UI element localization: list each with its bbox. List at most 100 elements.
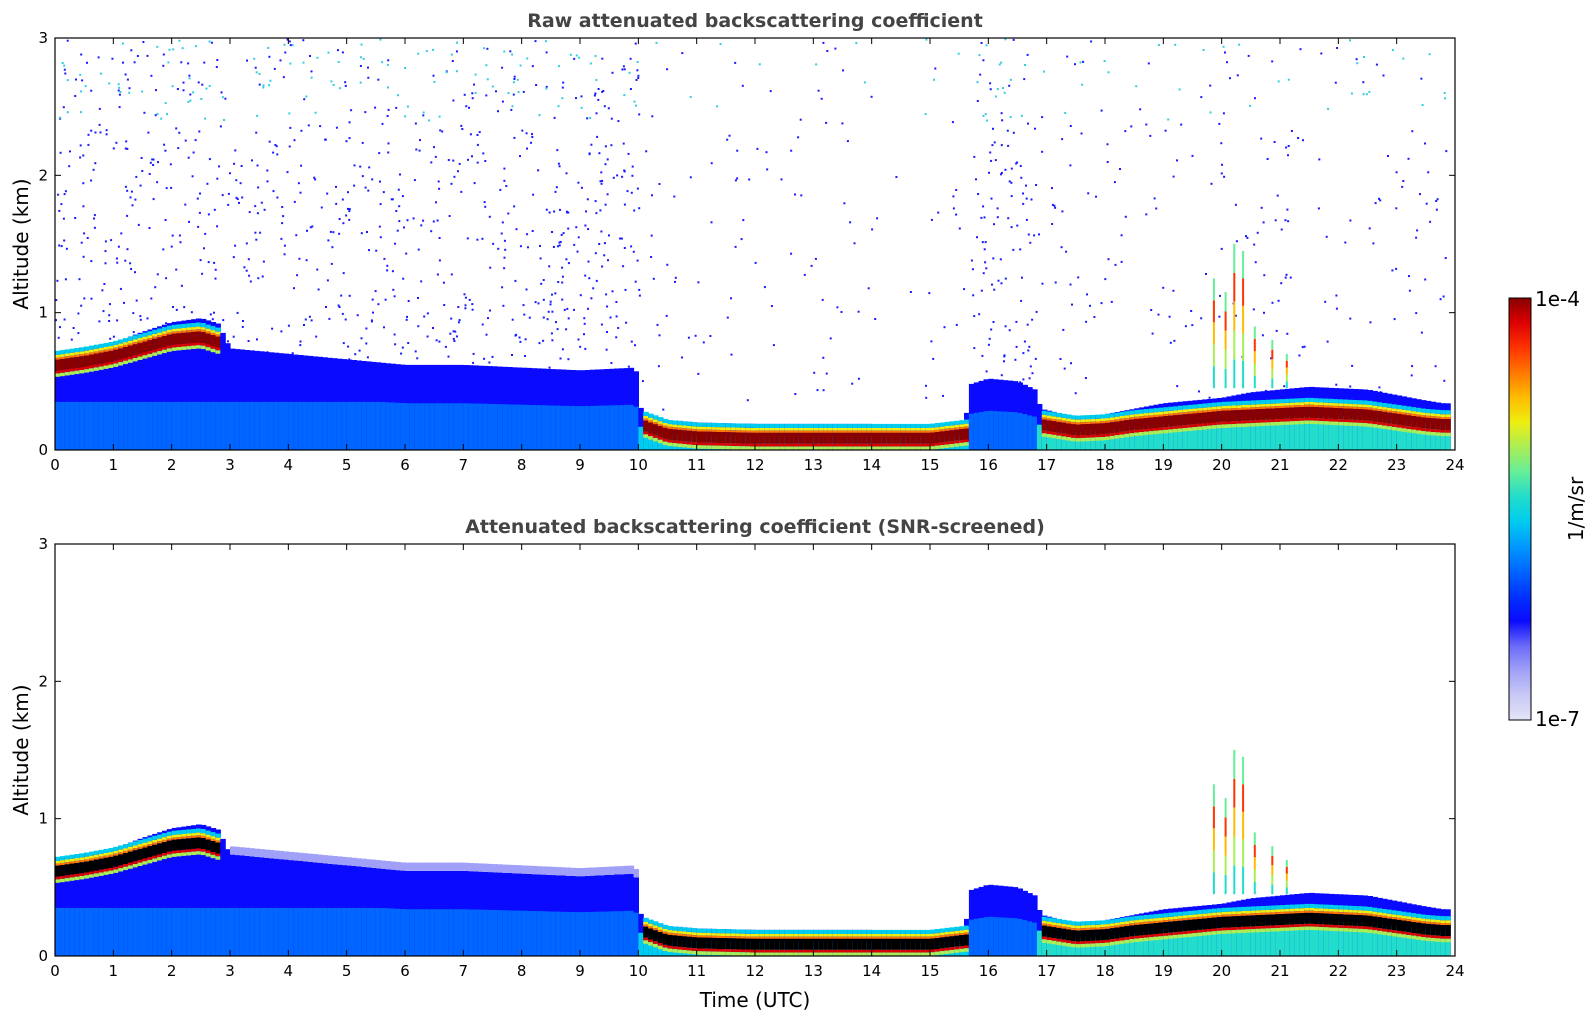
layer-cell [789,938,795,950]
noise-pixel [229,172,231,175]
time-column [239,847,246,956]
layer-cell [1182,428,1189,432]
time-column [949,421,955,450]
noise-pixel [1113,181,1116,184]
layer-cell [79,860,85,863]
noise-pixel [710,221,713,224]
noise-pixel [981,354,984,357]
noise-pixel [467,158,469,161]
aerosol-cell [1129,427,1135,450]
time-column [419,862,426,956]
noise-pixel [128,87,131,90]
noise-pixel [629,88,632,90]
layer-cell [1425,415,1432,418]
layer-cell [696,932,703,936]
aerosol-cell [244,401,251,450]
layer-cell [915,938,921,950]
aerosol-cell [196,907,202,956]
layer-cell [79,370,85,374]
layer-cell [1158,407,1164,412]
aerosol-cell [268,401,275,450]
noise-pixel [126,78,129,81]
aerosol-cell [181,826,187,956]
noise-pixel [1325,235,1328,238]
noise-pixel [344,84,347,87]
noise-pixel [1290,130,1293,132]
aerosol-cell [268,858,275,956]
layer-cell [866,432,873,444]
layer-cell [662,441,669,445]
layer-cell [215,840,221,843]
layer-cell [205,834,212,838]
noise-pixel [189,93,192,96]
time-column [745,929,751,956]
layer-cell [657,945,664,950]
layer-cell [769,446,776,450]
layer-cell [837,446,844,450]
layer-cell [1187,424,1194,428]
noise-pixel [109,337,112,340]
time-column [891,929,897,956]
time-column [171,827,178,956]
layer-cell [735,446,742,450]
layer-cell [652,941,659,944]
streak-segment [1285,374,1288,382]
layer-cell [1134,429,1140,433]
aerosol-cell [434,909,440,956]
layer-cell [196,331,202,343]
aerosol-cell [142,401,148,450]
noise-pixel [989,82,992,85]
noise-pixel [192,151,195,154]
noise-pixel [580,106,583,109]
layer-cell [1280,399,1286,404]
fringe-cell [390,861,396,870]
aerosol-cell [511,404,518,450]
layer-cell [176,830,182,835]
layer-cell [1056,413,1062,418]
layer-cell [730,430,737,433]
time-column [390,861,396,956]
layer-cell [74,854,80,859]
layer-cell [730,933,737,937]
noise-pixel [588,153,591,156]
aerosol-cell [628,910,635,956]
layer-cell [1284,398,1291,403]
layer-cell [861,949,868,953]
noise-pixel [988,337,991,340]
aerosol-cell [1372,417,1378,450]
layer-cell [1241,423,1247,427]
layer-cell [764,430,771,433]
noise-pixel [1041,150,1044,153]
noise-pixel [130,49,133,52]
noise-pixel [108,82,111,85]
layer-cell [910,938,917,950]
streak-segment [1233,301,1236,331]
time-column [1246,392,1252,450]
layer-cell [818,428,824,431]
aerosol-cell [259,907,265,956]
aerosol-cell [147,835,153,956]
noise-pixel [985,267,988,270]
aerosol-cell [648,936,654,956]
noise-pixel [1012,38,1015,41]
time-column [239,349,246,450]
layer-cell [740,929,746,934]
noise-pixel [183,306,186,309]
layer-cell [871,430,878,433]
time-column [191,825,197,956]
layer-cell [643,431,649,435]
fringe-cell [385,861,392,870]
streak-segment [1271,378,1274,389]
layer-cell [657,421,664,424]
noise-pixel [1003,360,1005,363]
fringe-cell [259,849,265,858]
time-column [1066,414,1072,450]
layer-cell [1396,427,1403,432]
layer-cell [891,938,897,950]
streak-segment [1233,244,1236,273]
layer-cell [64,864,71,876]
noise-pixel [981,241,984,244]
noise-pixel [1427,171,1430,174]
streak-segment [1242,333,1245,361]
noise-pixel [517,91,520,94]
